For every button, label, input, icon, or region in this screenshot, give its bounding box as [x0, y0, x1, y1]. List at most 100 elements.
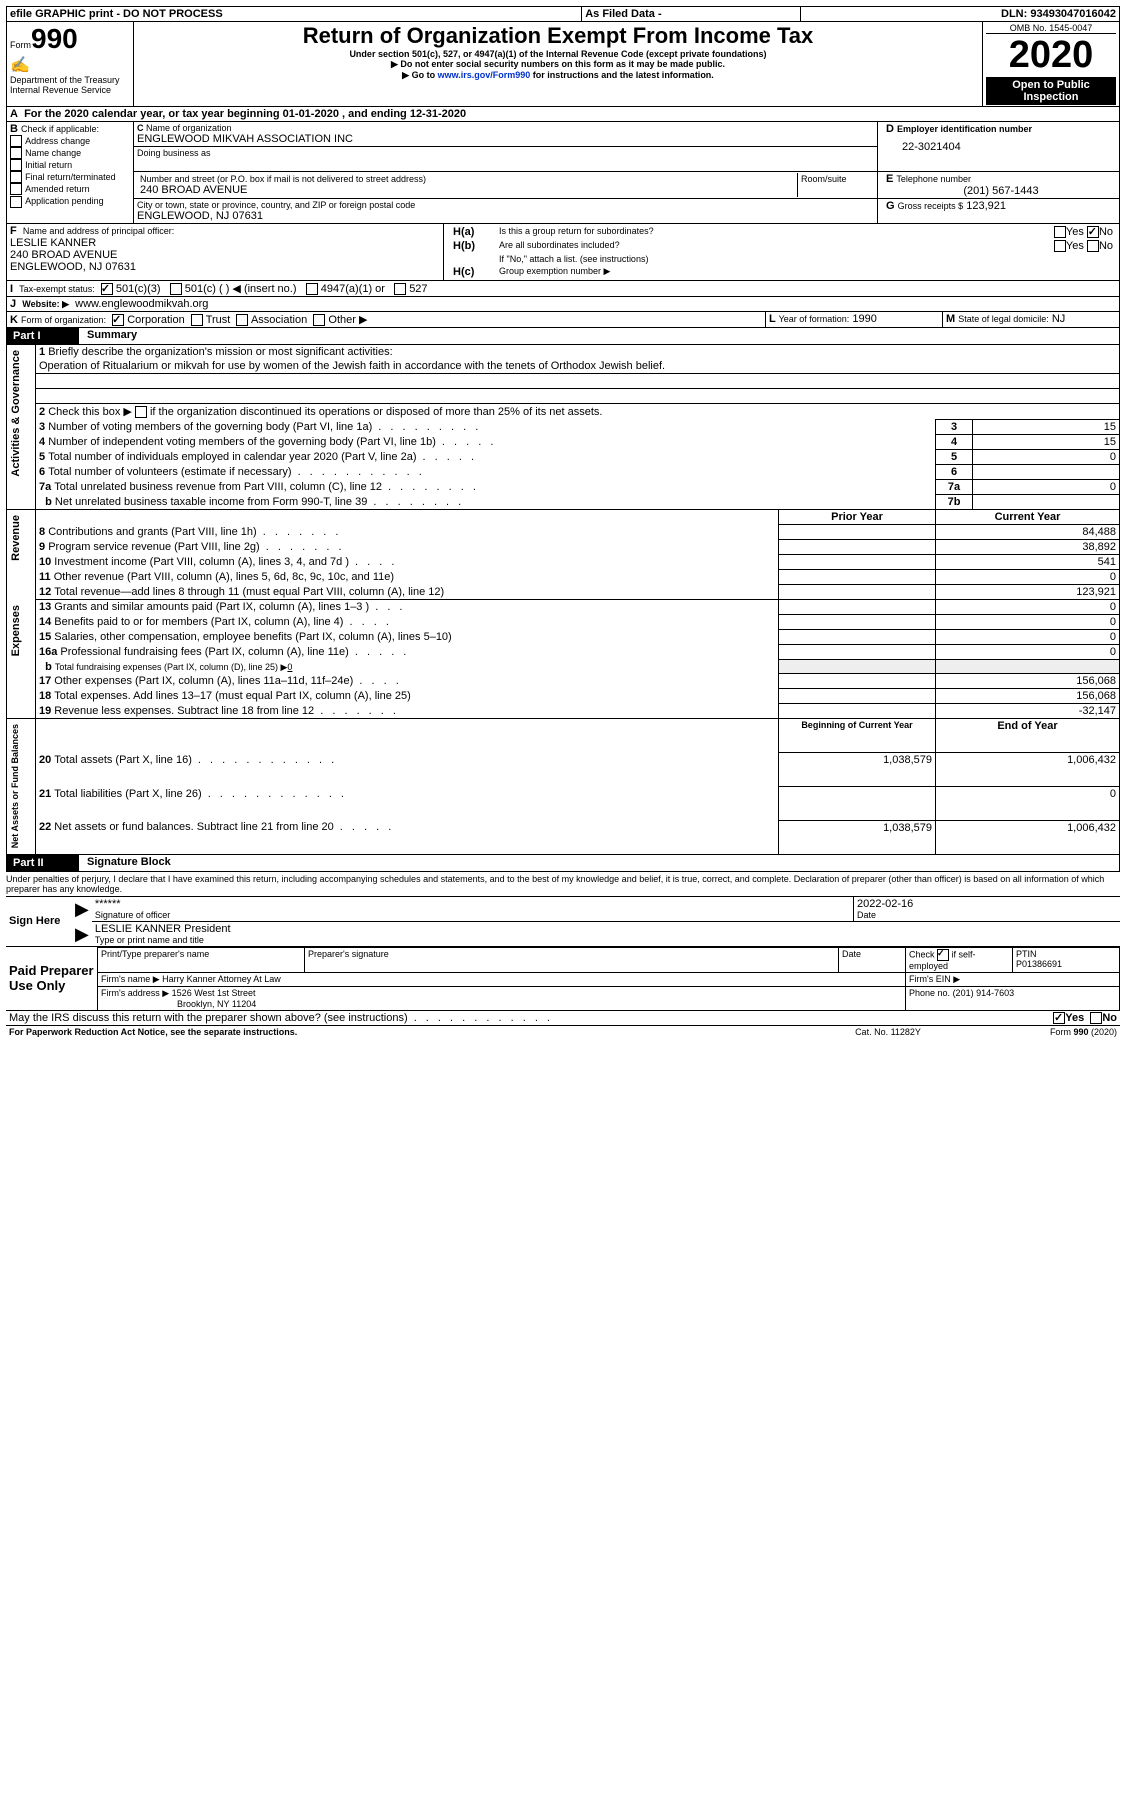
year: 2020: [986, 34, 1116, 77]
v18: 156,068: [936, 689, 1120, 704]
addr: 240 BROAD AVENUE: [140, 184, 794, 196]
f-name: LESLIE KANNER: [10, 237, 440, 249]
v7b: [973, 495, 1120, 510]
l1: Briefly describe the organization's miss…: [48, 346, 392, 358]
room: Room/suite: [798, 173, 875, 197]
v16b: 0: [287, 662, 292, 672]
side4: Net Assets or Fund Balances: [10, 720, 20, 852]
p1-hdr: Part I: [7, 328, 80, 345]
namelbl: Type or print name and title: [95, 935, 1117, 945]
form-sub: Under section 501(c), 527, or 4947(a)(1)…: [137, 49, 979, 59]
form-title: Return of Organization Exempt From Incom…: [137, 23, 979, 49]
l16b: Total fundraising expenses (Part IX, col…: [55, 662, 288, 672]
d-lbl: Employer identification number: [897, 124, 1032, 134]
open-inspection: Open to Public Inspection: [986, 77, 1116, 105]
cy: Current Year: [936, 510, 1120, 525]
form-warn: ▶ Do not enter social security numbers o…: [137, 59, 979, 70]
datelbl: Date: [857, 910, 1117, 920]
v19: -32,147: [936, 704, 1120, 719]
l13: Grants and similar amounts paid (Part IX…: [54, 601, 369, 613]
city-lbl: City or town, state or province, country…: [137, 200, 874, 210]
b-e: Amended return: [25, 184, 90, 194]
siglbl: Signature of officer: [95, 910, 850, 920]
entity-block: B Check if applicable: Address change Na…: [6, 122, 1120, 224]
b-b: Name change: [25, 148, 81, 158]
j-lbl: Website: ▶: [22, 299, 69, 309]
off-name: LESLIE KANNER President: [95, 923, 1117, 935]
d-val: 22-3021404: [886, 135, 1116, 153]
l18: Total expenses. Add lines 13–17 (must eq…: [54, 690, 410, 702]
v3: 15: [973, 420, 1120, 435]
v21b: 0: [936, 787, 1120, 821]
addr-lbl: Number and street (or P.O. box if mail i…: [140, 174, 794, 184]
eoy: End of Year: [936, 719, 1120, 753]
omb: OMB No. 1545-0047: [986, 23, 1116, 34]
l20: Total assets (Part X, line 16): [54, 754, 192, 766]
preparer-block: Paid Preparer Use Only Print/Type prepar…: [6, 947, 1120, 1011]
fav2: Brooklyn, NY 11204: [101, 999, 256, 1009]
l-val: 1990: [852, 313, 876, 325]
sign-block: Sign Here ▶ ******Signature of officer 2…: [6, 896, 1120, 947]
sig: ******: [95, 898, 850, 910]
l7a: Total unrelated business revenue from Pa…: [54, 481, 382, 493]
f-addr: 240 BROAD AVENUE: [10, 249, 440, 261]
cat: Cat. No. 11282Y: [792, 1026, 984, 1038]
h-note: If "No," attach a list. (see instruction…: [496, 253, 1116, 265]
go1: ▶ Go to: [402, 70, 437, 80]
l4: Number of independent voting members of …: [48, 436, 436, 448]
v4: 15: [973, 435, 1120, 450]
ha: Is this a group return for subordinates?: [496, 225, 990, 239]
bcy: Beginning of Current Year: [779, 719, 936, 753]
pra: For Paperwork Reduction Act Notice, see …: [6, 1026, 792, 1038]
summary-table: Activities & Governance 1 Briefly descri…: [6, 345, 1120, 854]
sign-here: Sign Here: [6, 896, 72, 946]
dba: Doing business as: [137, 148, 874, 158]
v16a: 0: [936, 645, 1120, 660]
irs-link[interactable]: www.irs.gov/Form990: [438, 70, 531, 80]
p1-title: Summary: [79, 328, 1120, 345]
l12: Total revenue—add lines 8 through 11 (mu…: [54, 586, 444, 598]
form-word: Form: [10, 40, 31, 50]
b-c: Initial return: [25, 160, 72, 170]
form-num: 990: [31, 23, 78, 54]
hb: Are all subordinates included?: [496, 239, 990, 253]
p2-hdr: Part II: [7, 855, 80, 872]
j-val: www.englewoodmikvah.org: [75, 298, 208, 310]
v13: 0: [936, 600, 1120, 615]
asfiled: As Filed Data -: [582, 7, 800, 22]
dept: Department of the Treasury: [10, 75, 130, 85]
l10: Investment income (Part VIII, column (A)…: [54, 556, 349, 568]
g-val: 123,921: [966, 200, 1006, 212]
l15: Salaries, other compensation, employee b…: [54, 631, 451, 643]
l8: Contributions and grants (Part VIII, lin…: [48, 526, 257, 538]
l16a: Professional fundraising fees (Part IX, …: [60, 646, 348, 658]
city: ENGLEWOOD, NJ 07631: [137, 210, 874, 222]
l5: Total number of individuals employed in …: [48, 451, 416, 463]
sig-date: 2022-02-16: [857, 898, 1117, 910]
pd: Date: [839, 947, 906, 972]
side1: Activities & Governance: [10, 346, 22, 481]
header-table: Form990 ✍ Department of the Treasury Int…: [6, 22, 1120, 107]
fav1: 1526 West 1st Street: [172, 988, 256, 998]
c-org: ENGLEWOOD MIKVAH ASSOCIATION INC: [137, 133, 874, 145]
l9: Program service revenue (Part VIII, line…: [48, 541, 260, 553]
v22b: 1,006,432: [936, 820, 1120, 854]
v11: 0: [936, 570, 1120, 585]
v22a: 1,038,579: [779, 820, 936, 854]
l-lbl: Year of formation:: [779, 314, 850, 324]
v6: [973, 465, 1120, 480]
i-lbl: Tax-exempt status:: [19, 284, 95, 294]
l6: Total number of volunteers (estimate if …: [48, 466, 291, 478]
l2b: if the organization discontinued its ope…: [150, 406, 603, 418]
l22: Net assets or fund balances. Subtract li…: [54, 821, 333, 833]
l17: Other expenses (Part IX, column (A), lin…: [54, 675, 353, 687]
ftr-form: Form 990 (2020): [1050, 1027, 1117, 1037]
e-val: (201) 567-1443: [886, 185, 1116, 197]
e-lbl: Telephone number: [896, 174, 971, 184]
v14: 0: [936, 615, 1120, 630]
m-lbl: State of legal domicile:: [958, 314, 1049, 324]
l14: Benefits paid to or for members (Part IX…: [54, 616, 343, 628]
f-city: ENGLEWOOD, NJ 07631: [10, 261, 440, 273]
p2-title: Signature Block: [79, 855, 1120, 872]
b-a: Address change: [25, 136, 90, 146]
